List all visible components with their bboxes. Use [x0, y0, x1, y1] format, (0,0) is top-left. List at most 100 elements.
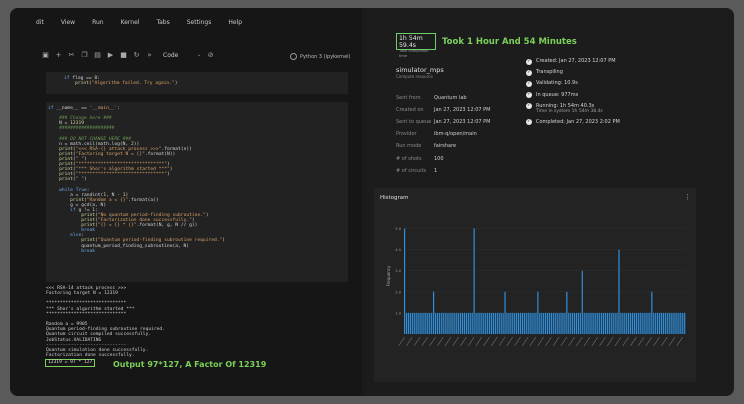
histogram-bar: [440, 312, 442, 334]
property-row: # of circuits 1: [396, 167, 438, 174]
histogram-bar: [614, 312, 616, 334]
histogram-bar: [610, 312, 612, 334]
histogram-bar: [558, 312, 560, 334]
backend-name[interactable]: simulator_mps: [396, 66, 444, 74]
x-tick-label: [668, 336, 676, 347]
histogram-bar: [570, 312, 572, 334]
histogram-bar: [670, 312, 672, 334]
x-tick-label: [475, 336, 483, 347]
fast-forward-icon[interactable]: »: [147, 50, 152, 59]
stop-icon[interactable]: ■: [120, 50, 127, 59]
histogram-bar: [431, 312, 433, 334]
histogram-bar: [662, 312, 665, 334]
total-time-highlight: 1h 54m 59.4s Total completion time: [396, 33, 436, 58]
x-tick-label: [452, 336, 459, 347]
kernel-name[interactable]: Python 3 (ipykernel): [300, 54, 351, 60]
output-line: Quantum circuit compiled successfully.: [46, 332, 152, 338]
y-tick-label: 4.0: [395, 248, 401, 252]
histogram-bar: [436, 312, 439, 334]
histogram-bar: [601, 312, 603, 334]
histogram-bar: [531, 312, 533, 334]
x-tick-label: [614, 336, 622, 347]
x-tick-label: [514, 336, 521, 347]
histogram-bar: [479, 312, 481, 334]
histogram-bar: [454, 312, 456, 334]
x-tick-label: [537, 336, 544, 347]
histogram-bar: [481, 312, 483, 334]
x-tick-label: [444, 336, 452, 347]
check-icon: ✓: [526, 119, 532, 126]
histogram-bar: [514, 312, 516, 334]
histogram-bar: [523, 312, 525, 334]
save-icon[interactable]: ▣: [42, 50, 49, 59]
histogram-bar: [450, 312, 452, 334]
histogram-bar: [573, 312, 576, 334]
copy-icon[interactable]: ❐: [81, 50, 88, 59]
histogram-bar: [425, 312, 427, 334]
histogram-bar: [463, 312, 466, 334]
output-line: *****************************: [46, 311, 127, 317]
histogram-bar: [452, 312, 454, 334]
restart-icon[interactable]: ↻: [133, 50, 140, 59]
output-line: Random a = 9905: [46, 322, 88, 328]
x-tick-label: [622, 336, 629, 347]
menu-item-edit[interactable]: dit: [36, 18, 44, 26]
x-tick-label: [591, 336, 598, 347]
menu-item-settings[interactable]: Settings: [186, 18, 212, 26]
menu-item-tabs[interactable]: Tabs: [156, 18, 170, 26]
add-cell-icon[interactable]: +: [55, 50, 62, 59]
chevron-down-icon: ⌄: [197, 52, 202, 58]
code-cell[interactable]: if __name__ == '__main__': ### Change he…: [46, 102, 348, 282]
total-time-label: Total completion time: [399, 49, 429, 58]
menu-item-help[interactable]: Help: [228, 18, 243, 26]
histogram-bar: [595, 312, 597, 334]
histogram-bar: [562, 312, 564, 334]
histogram-bar: [492, 312, 495, 334]
run-icon[interactable]: ▶: [107, 50, 114, 59]
kebab-icon[interactable]: ⋮: [684, 193, 691, 201]
output-line: Quantum period-finding subroutine requir…: [46, 327, 165, 333]
x-tick-label: [529, 336, 537, 347]
histogram-bar: [458, 312, 460, 334]
histogram-bar: [647, 312, 649, 334]
menu-item-view[interactable]: View: [60, 18, 76, 26]
menu-item-run[interactable]: Run: [92, 18, 104, 26]
histogram-bar: [575, 312, 578, 334]
histogram-bar: [496, 312, 498, 334]
histogram-bar: [564, 312, 566, 334]
histogram-bar: [641, 312, 643, 334]
x-tick-label: [421, 336, 429, 347]
git-icon[interactable]: ⊘: [207, 50, 214, 59]
paste-icon[interactable]: ▤: [94, 50, 101, 59]
output-line: Factoring target N = 12319: [46, 291, 118, 297]
histogram-bar: [427, 312, 429, 334]
histogram-bar: [674, 312, 676, 334]
histogram-card: Histogram ⋮ 1.0 2.0 3.0 4.0 5.0 Frequency: [374, 188, 696, 382]
x-tick-label: [491, 336, 498, 347]
cell-type-select[interactable]: Code: [163, 51, 179, 59]
histogram-bar: [419, 312, 421, 334]
code-text: if flag == 0: print("Algorithm failed. T…: [64, 76, 178, 87]
histogram-bar: [409, 312, 411, 334]
timeline-item: ✓ Completed: Jan 27, 2023 2:02 PM: [526, 118, 620, 126]
x-tick-label: [630, 336, 637, 347]
histogram-bar: [413, 312, 415, 334]
histogram-bar: [521, 312, 524, 334]
menu-item-kernel[interactable]: Kernel: [120, 18, 140, 26]
histogram-bar: [672, 312, 674, 334]
cut-icon[interactable]: ✂: [68, 50, 75, 59]
histogram-bar: [548, 312, 551, 334]
histogram-bar: [473, 228, 475, 334]
histogram-bar: [612, 312, 614, 334]
x-tick-label: [467, 336, 475, 347]
output-line: *** Shor's algorithm started ***: [46, 306, 135, 312]
histogram-bar: [539, 312, 541, 334]
histogram-bar: [512, 312, 514, 334]
histogram-bar: [537, 291, 539, 334]
histogram-bar: [477, 312, 479, 334]
histogram-bar: [475, 312, 477, 334]
histogram-bar: [446, 312, 448, 334]
histogram-bar: [635, 312, 637, 334]
histogram-bar: [488, 312, 491, 334]
code-cell[interactable]: if flag == 0: print("Algorithm failed. T…: [46, 72, 348, 94]
